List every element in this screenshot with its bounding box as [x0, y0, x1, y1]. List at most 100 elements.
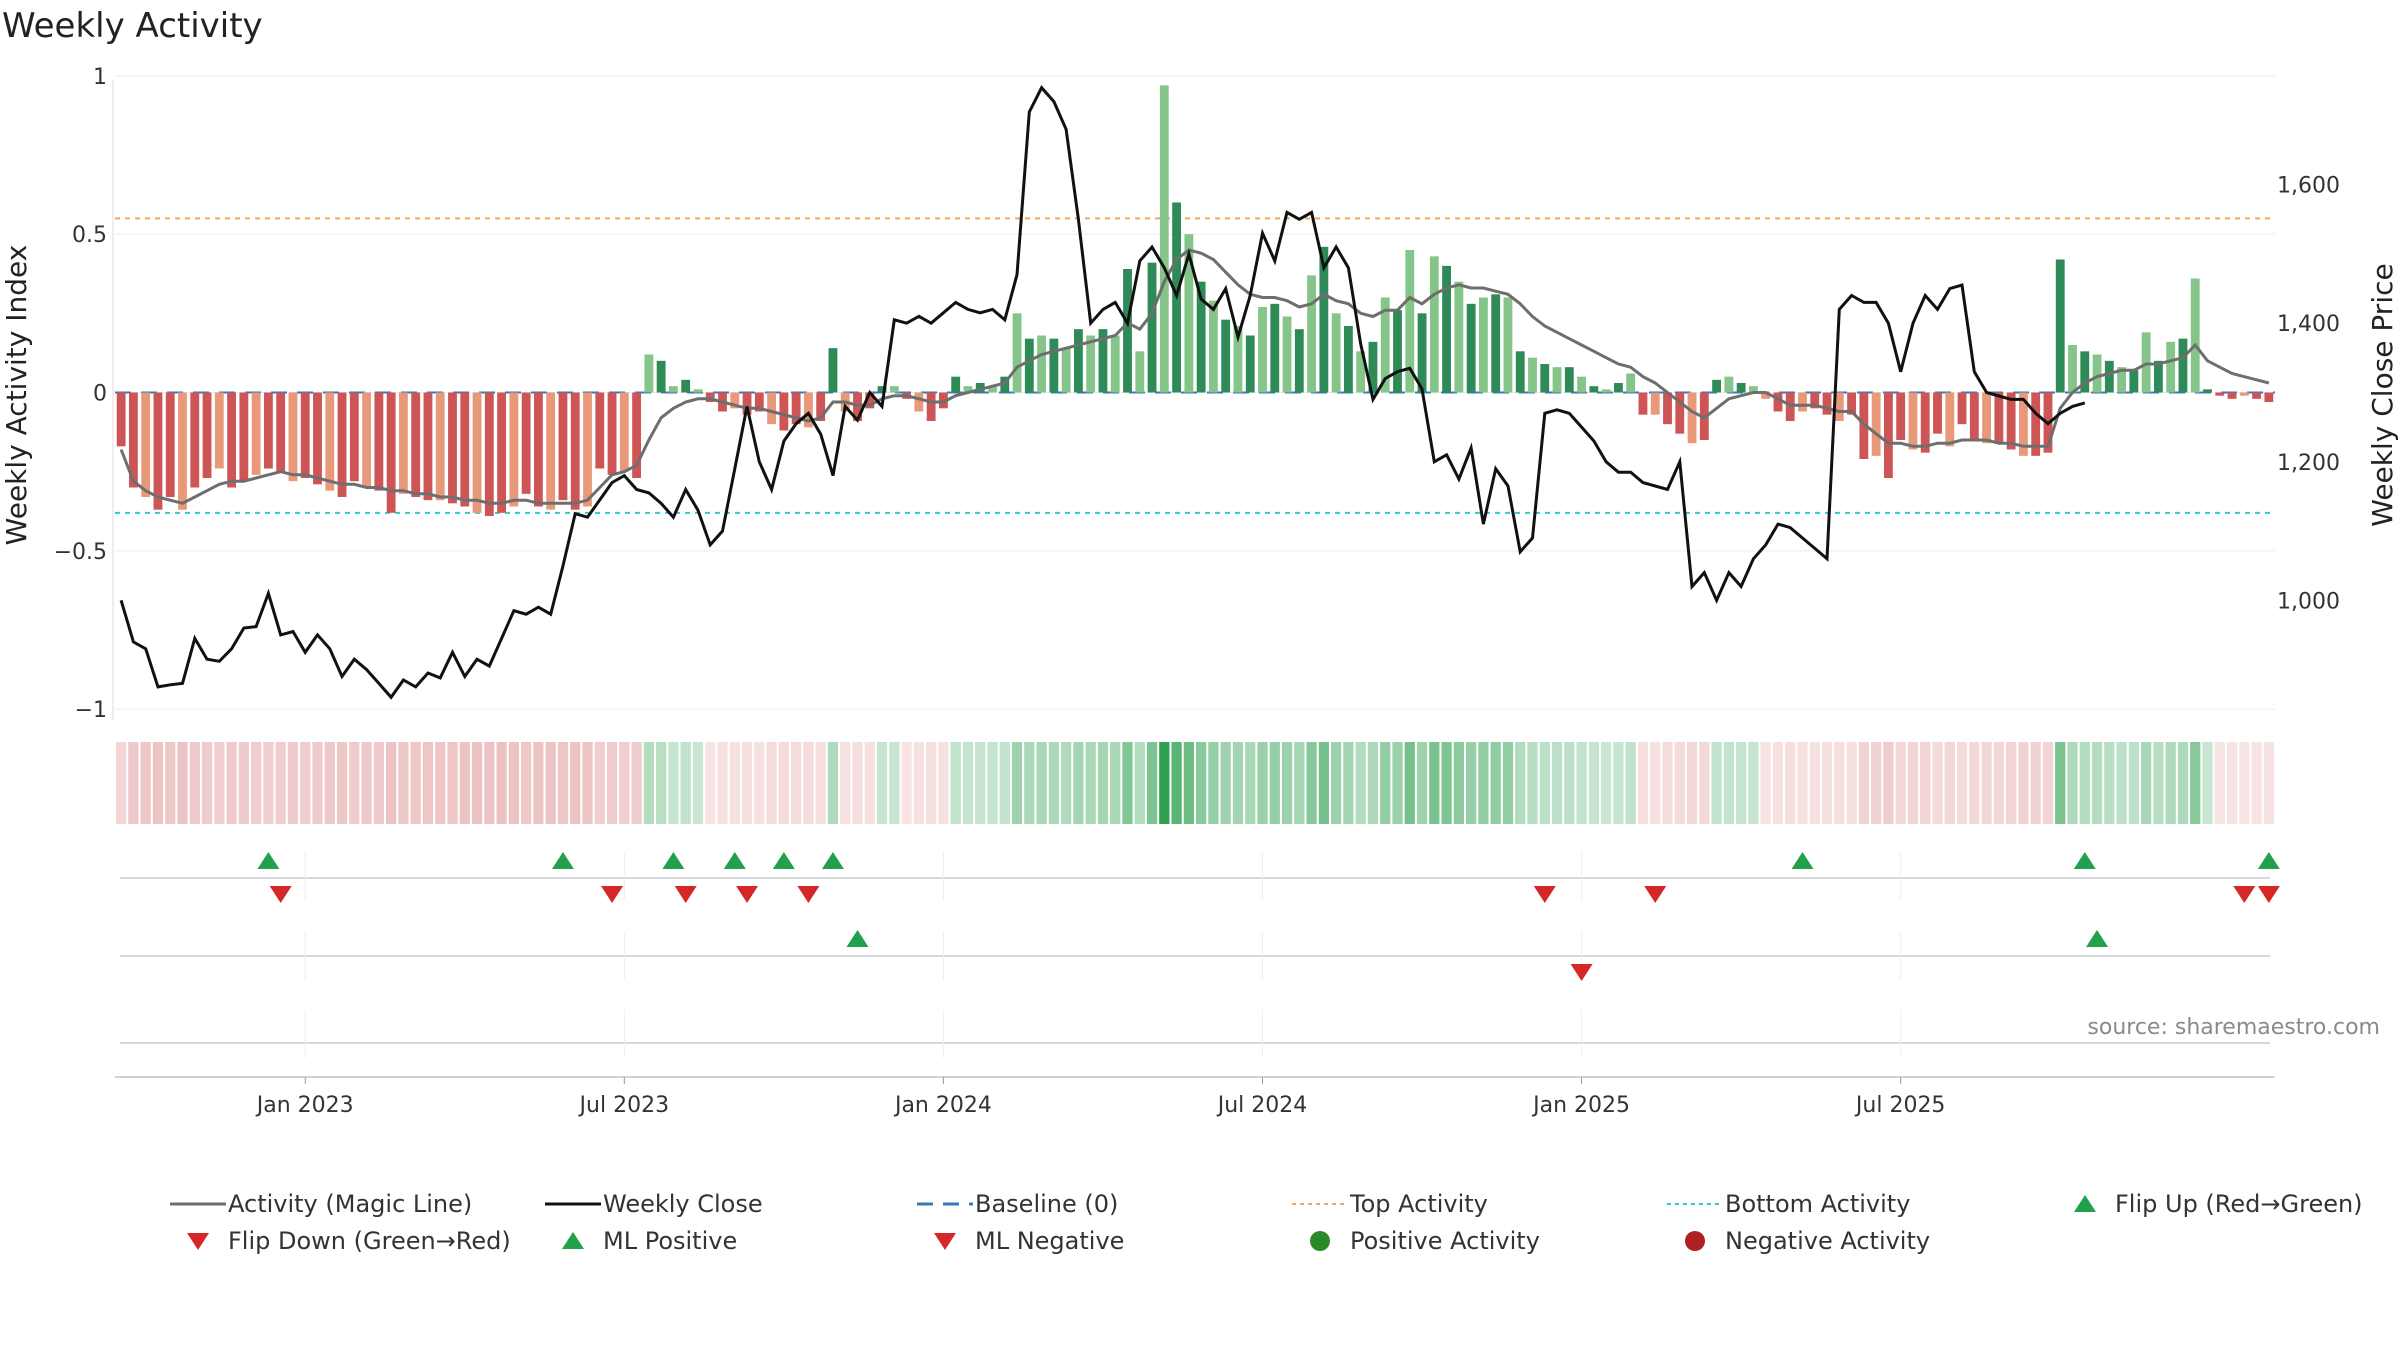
flip-up-marker	[257, 852, 280, 869]
heat-cell	[1024, 742, 1035, 824]
activity-bar	[288, 392, 298, 482]
activity-bar	[448, 392, 457, 504]
activity-bar	[1613, 383, 1623, 393]
heat-cell	[582, 742, 593, 824]
activity-bar	[1908, 392, 1918, 450]
activity-bar	[1564, 367, 1574, 393]
activity-bar	[803, 392, 813, 428]
heat-cell	[128, 742, 139, 824]
activity-bar	[1405, 250, 1415, 393]
legend-item: Flip Down (Green→Red)	[168, 1227, 511, 1255]
activity-bar	[190, 392, 200, 488]
flip-up-marker	[723, 852, 746, 869]
activity-bar	[411, 392, 421, 497]
heat-cell	[901, 742, 912, 824]
activity-bar	[2117, 367, 2127, 393]
heat-cell	[116, 742, 127, 824]
activity-bar	[1368, 341, 1378, 393]
dot-orange-icon	[1292, 1203, 1348, 1205]
heat-cell	[1650, 742, 1661, 824]
right-axis-label: Weekly Close Price	[2366, 263, 2399, 526]
activity-bar	[791, 392, 801, 425]
heat-cell	[926, 742, 937, 824]
heat-cell	[827, 742, 839, 824]
activity-bar	[767, 392, 777, 425]
heat-cell	[2104, 742, 2115, 824]
legend-label: ML Positive	[603, 1227, 738, 1255]
activity-bar	[644, 354, 654, 393]
activity-bar	[2215, 392, 2225, 396]
heat-cell	[2055, 742, 2066, 824]
heat-cell	[1416, 742, 1428, 824]
activity-bar	[607, 392, 617, 475]
activity-bar	[2031, 392, 2041, 456]
activity-bar	[1196, 281, 1206, 393]
heat-cell	[435, 742, 446, 824]
heat-cell	[300, 742, 311, 824]
flip-up-marker	[2073, 852, 2096, 869]
activity-bar	[202, 392, 212, 478]
heat-cell	[1466, 742, 1477, 824]
axes: 1 0.5 0 −0.5 −1 1,000 1,200 1,400 1,600	[54, 65, 2340, 723]
heat-cell	[1392, 742, 1403, 824]
activity-bar	[337, 392, 347, 497]
heat-cell	[189, 742, 200, 824]
heat-cell	[177, 742, 188, 824]
activity-bar	[619, 392, 629, 472]
heat-cell	[680, 742, 691, 824]
legend-label: Activity (Magic Line)	[228, 1190, 473, 1218]
legend-item: Activity (Magic Line)	[168, 1190, 472, 1218]
activity-bar	[1883, 392, 1893, 478]
flip-down-marker	[2257, 886, 2280, 903]
activity-bar	[484, 392, 494, 516]
heat-cell	[1527, 742, 1538, 824]
heat-cell	[1073, 742, 1084, 824]
heat-cell	[1134, 742, 1145, 824]
heat-cell	[152, 742, 164, 824]
activity-bar	[178, 392, 187, 510]
heat-cell	[1257, 742, 1268, 824]
activity-bar	[1847, 392, 1857, 415]
flip-down-marker	[736, 886, 759, 903]
heat-cell	[1478, 742, 1489, 824]
heat-cell	[471, 742, 483, 824]
legend-label: Top Activity	[1350, 1190, 1488, 1218]
legend-item: Bottom Activity	[1665, 1190, 1910, 1218]
activity-bar	[595, 392, 605, 469]
heat-cell	[717, 742, 728, 824]
activity-bar	[1184, 234, 1194, 393]
heat-cell	[226, 742, 237, 824]
activity-bar	[374, 392, 384, 491]
x-tick-label: Jan 2023	[255, 1093, 354, 1118]
heat-cell	[864, 742, 875, 824]
heat-cell	[1331, 742, 1342, 824]
activity-bar	[583, 392, 592, 507]
activity-bar	[2252, 392, 2262, 399]
activity-bar	[1761, 392, 1771, 399]
activity-bar	[263, 392, 273, 469]
heat-cell	[1515, 742, 1526, 824]
flip-down-marker	[601, 886, 624, 903]
heat-strip	[116, 742, 2274, 824]
magic-line	[119, 248, 2270, 505]
activity-bar	[1540, 364, 1550, 393]
heat-cell	[238, 742, 249, 824]
heat-cell	[1613, 742, 1624, 824]
activity-bar	[116, 392, 126, 447]
activity-bar	[1736, 383, 1746, 393]
legend-label: Weekly Close	[603, 1190, 763, 1218]
x-tick-label: Jul 2025	[1854, 1093, 1946, 1118]
activity-bar	[1871, 392, 1881, 456]
activity-bar	[1810, 392, 1820, 409]
heat-cell	[1502, 742, 1514, 824]
activity-bar	[1515, 351, 1525, 393]
heat-cell	[1564, 742, 1575, 824]
activity-bar	[1049, 338, 1059, 393]
heat-cell	[2177, 742, 2189, 824]
activity-bar	[681, 379, 691, 393]
heat-cell	[140, 742, 151, 824]
heat-cell	[876, 742, 888, 824]
heat-cell	[2165, 742, 2176, 824]
activity-bar	[632, 392, 642, 478]
activity-bar	[730, 392, 740, 409]
